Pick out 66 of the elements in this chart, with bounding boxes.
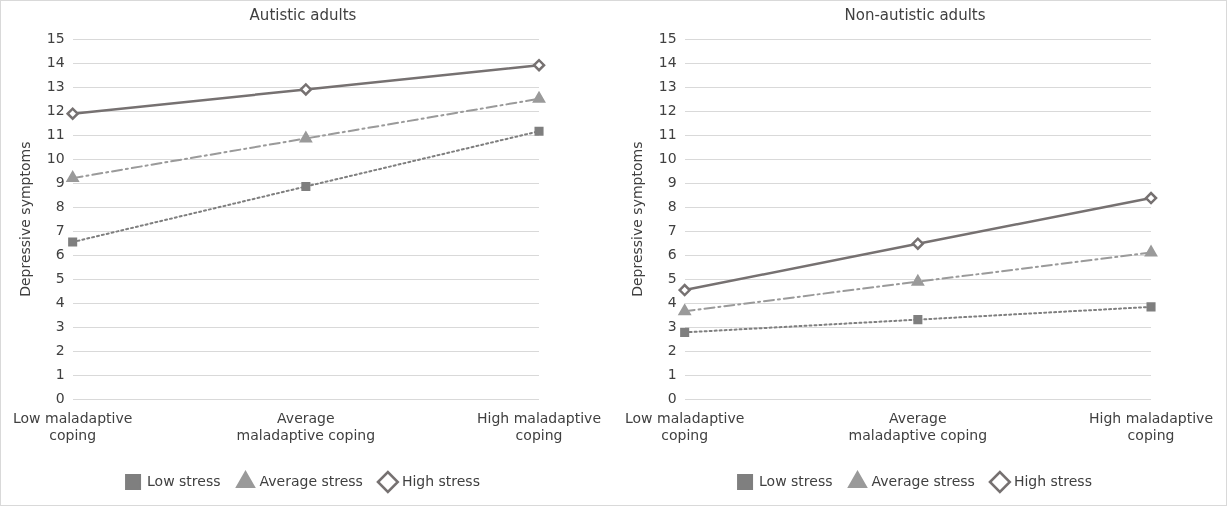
y-tick-label: 12 — [658, 101, 677, 118]
y-tick-label: 7 — [55, 221, 65, 238]
point — [66, 107, 79, 120]
y-tick-label: 0 — [55, 390, 65, 407]
y-axis-title: Depressive symptoms — [17, 141, 34, 297]
y-tick-label: 9 — [55, 173, 65, 190]
point — [913, 315, 923, 325]
y-tick-label: 7 — [667, 221, 677, 238]
legend-label: Low stress — [759, 472, 833, 489]
chart-title: Non-autistic adults — [844, 5, 986, 24]
legend-label: Average stress — [871, 472, 975, 489]
point — [911, 237, 925, 250]
y-tick-label: 2 — [55, 341, 65, 358]
x-tick-label: Average maladaptive coping — [848, 410, 988, 444]
y-tick-label: 14 — [46, 53, 65, 70]
y-tick-label: 10 — [46, 149, 65, 166]
point — [1144, 245, 1158, 257]
y-tick-label: 9 — [667, 173, 677, 190]
point — [532, 91, 546, 103]
y-tick-label: 1 — [667, 366, 677, 383]
point — [299, 131, 313, 143]
y-tick-label: 6 — [667, 245, 677, 262]
y-tick-label: 10 — [658, 149, 677, 166]
point — [68, 237, 78, 247]
y-tick-label: 8 — [667, 197, 677, 214]
legend-label: High stress — [401, 472, 480, 489]
point — [534, 126, 544, 136]
point — [1144, 191, 1158, 205]
y-tick-label: 4 — [55, 293, 65, 310]
y-tick-label: 3 — [55, 317, 65, 334]
point — [680, 327, 690, 337]
x-tick-label: Average maladaptive coping — [236, 410, 376, 444]
y-tick-label: 1 — [55, 366, 65, 383]
y-tick-label: 5 — [667, 269, 677, 286]
y-tick-label: 0 — [667, 390, 677, 407]
legend-label: Low stress — [147, 472, 221, 489]
y-axis-title: Depressive symptoms — [629, 141, 646, 297]
point — [678, 304, 691, 316]
legend-label: High stress — [1013, 472, 1092, 489]
y-tick-label: 11 — [658, 125, 677, 142]
y-tick-label: 13 — [46, 77, 65, 94]
chart-title: Autistic adults — [249, 5, 357, 24]
y-tick-label: 13 — [658, 77, 677, 94]
y-tick-label: 11 — [46, 125, 65, 142]
point — [678, 283, 691, 297]
y-tick-label: 12 — [46, 101, 65, 118]
point — [301, 181, 311, 192]
x-tick-label: High maladaptive coping — [477, 410, 602, 444]
x-tick-label: Low maladaptive coping — [625, 410, 745, 444]
point — [299, 83, 313, 96]
y-tick-label: 14 — [658, 53, 677, 70]
y-tick-label: 4 — [667, 293, 677, 310]
point — [911, 274, 925, 286]
point — [532, 58, 546, 72]
y-tick-label: 15 — [658, 29, 677, 46]
point — [66, 171, 79, 183]
y-tick-label: 2 — [667, 341, 677, 358]
y-tick-label: 6 — [55, 245, 65, 262]
y-tick-label: 3 — [667, 317, 677, 334]
y-tick-label: 5 — [55, 269, 65, 286]
y-tick-label: 8 — [55, 197, 65, 214]
x-tick-label: Low maladaptive coping — [13, 410, 133, 444]
legend-label: Average stress — [259, 472, 363, 489]
point — [1146, 302, 1156, 312]
y-tick-label: 15 — [46, 29, 65, 46]
x-tick-label: High maladaptive coping — [1089, 410, 1214, 444]
